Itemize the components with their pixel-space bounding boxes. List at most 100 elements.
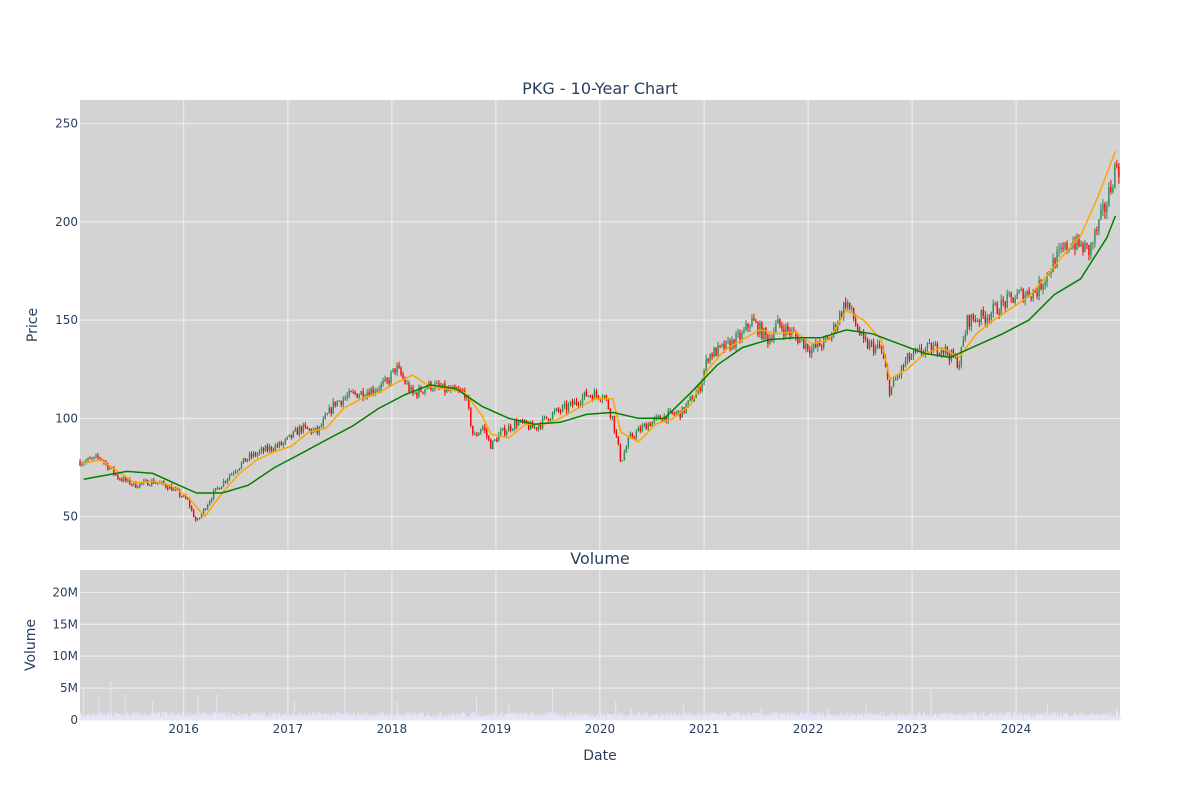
candle-body — [1032, 290, 1034, 299]
candle-body — [260, 448, 263, 452]
candle-body — [504, 427, 506, 435]
candle-body — [557, 408, 560, 411]
price-lines — [83, 150, 1117, 518]
candle-body — [755, 320, 757, 323]
price-y-ticks: 50 100 150 200 250 — [55, 117, 78, 524]
candle-body — [809, 350, 811, 354]
candle-body — [258, 451, 261, 454]
candle-body — [533, 427, 536, 429]
candle-body — [180, 496, 183, 498]
candle-body — [759, 323, 761, 335]
candle-body — [964, 333, 967, 340]
candle-body — [864, 338, 867, 340]
candle-body — [781, 325, 783, 330]
candle-body — [719, 345, 721, 347]
candle-body — [266, 445, 269, 451]
candle-body — [190, 506, 193, 510]
candle-body — [131, 484, 133, 486]
candle-body — [1052, 258, 1054, 273]
candle-body — [352, 391, 354, 393]
candle-body — [1038, 280, 1040, 297]
candle-body — [362, 391, 364, 398]
candle-body — [1078, 235, 1080, 246]
candle-body — [1098, 219, 1100, 231]
candle-body — [1026, 290, 1028, 296]
x-axis-title: Date — [583, 748, 616, 764]
candle-body — [1074, 242, 1076, 250]
candle-body — [894, 379, 897, 381]
price-y-tick-label: 250 — [55, 117, 78, 131]
x-tick-label: 2016 — [168, 722, 199, 736]
candle-body — [886, 367, 889, 378]
candle-body — [186, 498, 189, 500]
candle-body — [665, 415, 667, 421]
candle-body — [934, 343, 937, 347]
candle-body — [356, 393, 358, 398]
candle-body — [284, 439, 287, 443]
candle-body — [470, 407, 472, 426]
candle-body — [196, 518, 199, 521]
candle-body — [615, 431, 618, 437]
candle-body — [81, 463, 83, 466]
candle-body — [819, 341, 821, 347]
candle-body — [1030, 296, 1032, 299]
candle-body — [1014, 299, 1016, 303]
candle-body — [490, 439, 492, 449]
volume-axis-title: Volume — [23, 619, 39, 671]
candle-body — [938, 354, 941, 356]
candle-body — [109, 468, 111, 470]
candle-body — [583, 391, 586, 397]
candle-body — [169, 485, 171, 490]
candle-body — [1112, 188, 1114, 192]
candle-body — [545, 416, 548, 419]
candle-body — [272, 450, 275, 452]
candle-body — [137, 487, 139, 489]
candle-body — [701, 380, 703, 391]
candle-body — [645, 423, 647, 430]
x-tick-label: 2024 — [1001, 722, 1032, 736]
candle-body — [1102, 204, 1104, 210]
candle-body — [1002, 299, 1004, 302]
candle-body — [322, 418, 324, 426]
candle-body — [815, 343, 817, 348]
candle-body — [416, 392, 418, 397]
candle-body — [276, 445, 279, 447]
candle-body — [127, 478, 129, 481]
price-y-tick-label: 150 — [55, 313, 78, 327]
candle-body — [1066, 242, 1068, 251]
candle-body — [888, 377, 891, 395]
candle-body — [238, 468, 241, 471]
candle-body — [737, 333, 739, 335]
candle-body — [216, 487, 219, 489]
candle-body — [926, 343, 929, 349]
candle-body — [202, 508, 205, 514]
candle-body — [671, 410, 673, 414]
candle-body — [308, 428, 311, 430]
candle-body — [839, 312, 841, 324]
candle-body — [228, 475, 231, 479]
candle-body — [559, 410, 562, 412]
candle-body — [801, 339, 803, 341]
candle-body — [831, 333, 833, 340]
candle-body — [155, 483, 157, 485]
candle-body — [422, 391, 424, 393]
candle-body — [184, 495, 187, 499]
candle-body — [246, 459, 249, 462]
candle-body — [200, 513, 203, 518]
candle-body — [707, 358, 709, 362]
candle-body — [972, 314, 975, 320]
candle-body — [1060, 247, 1062, 250]
candle-body — [805, 343, 807, 349]
price-y-tick-label: 200 — [55, 215, 78, 229]
candle-body — [252, 452, 255, 457]
candle-body — [529, 422, 532, 430]
candle-body — [434, 383, 436, 390]
price-panel: 50 100 150 200 250 — [55, 100, 1120, 550]
candle-body — [635, 431, 638, 438]
candle-body — [408, 383, 410, 392]
candle-body — [1034, 290, 1036, 293]
candle-body — [962, 339, 965, 347]
candle-body — [424, 389, 426, 393]
candle-body — [597, 395, 600, 399]
